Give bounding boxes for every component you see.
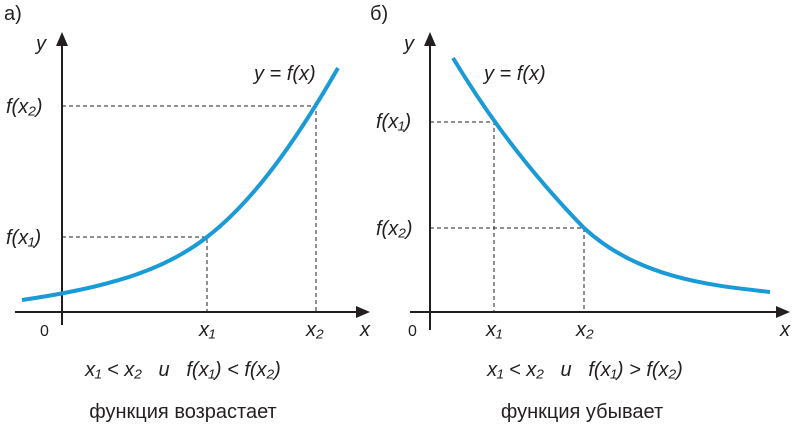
condition: x₁ < x₂ и f(x₁) > f(x₂) bbox=[486, 359, 683, 381]
origin: 0 bbox=[40, 323, 49, 340]
axis-label: x bbox=[359, 319, 371, 341]
y-mark: f(x₁) bbox=[376, 111, 411, 133]
guide-lines bbox=[62, 105, 317, 312]
panel-label: а) bbox=[4, 3, 22, 25]
panel-increasing: а) y x 0 y = f(x) f(x₂) f(x₁) x₁ x₂ x₁ <… bbox=[4, 3, 371, 423]
curve-label: y = f(x) bbox=[482, 63, 546, 85]
condition: x₁ < x₂ и f(x₁) < f(x₂) bbox=[84, 359, 281, 381]
arrow bbox=[56, 32, 68, 46]
origin: 0 bbox=[408, 323, 417, 340]
curve bbox=[451, 56, 771, 294]
x-mark: x₁ bbox=[198, 319, 215, 341]
x-mark: x₂ bbox=[305, 319, 324, 341]
x-mark: x₂ bbox=[575, 319, 594, 341]
axis-label: y bbox=[402, 33, 415, 55]
x-mark: x₁ bbox=[485, 319, 502, 341]
axis-label: x bbox=[779, 319, 791, 341]
arrow bbox=[356, 306, 370, 318]
curve bbox=[21, 67, 340, 302]
axis-label: y bbox=[34, 33, 47, 55]
arrow bbox=[424, 32, 436, 46]
y-mark: f(x₂) bbox=[6, 96, 43, 118]
guide-lines bbox=[430, 121, 585, 312]
curve-label: y = f(x) bbox=[252, 63, 316, 85]
panel-label: б) bbox=[370, 3, 388, 25]
caption: функция возрастает bbox=[89, 401, 276, 423]
arrow bbox=[776, 306, 790, 318]
panel-decreasing: б) y x 0 y = f(x) f(x₁) f(x₂) x₁ x₂ x₁ <… bbox=[370, 3, 791, 423]
y-mark: f(x₁) bbox=[6, 227, 41, 249]
y-mark: f(x₂) bbox=[376, 218, 413, 240]
caption: функция убывает bbox=[501, 401, 663, 423]
